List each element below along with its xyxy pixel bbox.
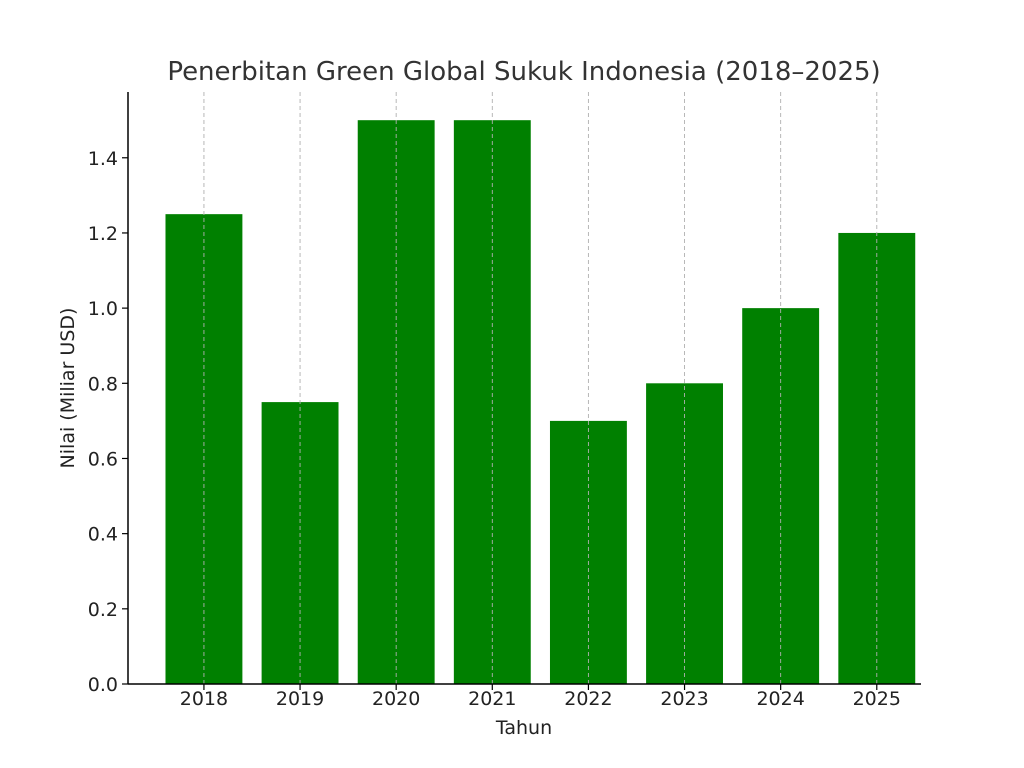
y-tick-label: 0.0 [88,674,118,696]
y-tick-label: 0.4 [88,524,118,546]
x-axis-label: Tahun [495,717,552,739]
chart-title: Penerbitan Green Global Sukuk Indonesia … [167,57,880,87]
bars [165,120,916,684]
x-axis: 2018 2019 2020 2021 2022 2023 2024 2025 [128,683,921,710]
y-axis: 0.0 0.2 0.4 0.6 0.8 1.0 1.2 1.4 [88,92,129,696]
y-tick-label: 0.6 [88,448,118,470]
y-tick-label: 0.2 [88,599,118,621]
y-tick-label: 1.0 [88,298,118,320]
grid [203,92,878,684]
bar-2022 [549,420,627,684]
x-tick-label: 2019 [276,688,324,710]
x-tick-label: 2021 [468,688,516,710]
x-tick-label: 2023 [660,688,708,710]
x-tick-label: 2020 [372,688,420,710]
y-tick-label: 1.4 [88,148,118,170]
x-tick-label: 2018 [180,688,228,710]
x-tick-label: 2022 [564,688,612,710]
y-tick-label: 1.2 [88,223,118,245]
x-tick-label: 2024 [756,688,804,710]
y-axis-label: Nilai (Miliar USD) [57,308,79,469]
x-tick-label: 2025 [853,688,901,710]
bar-2024 [742,308,820,684]
y-tick-label: 0.8 [88,373,118,395]
